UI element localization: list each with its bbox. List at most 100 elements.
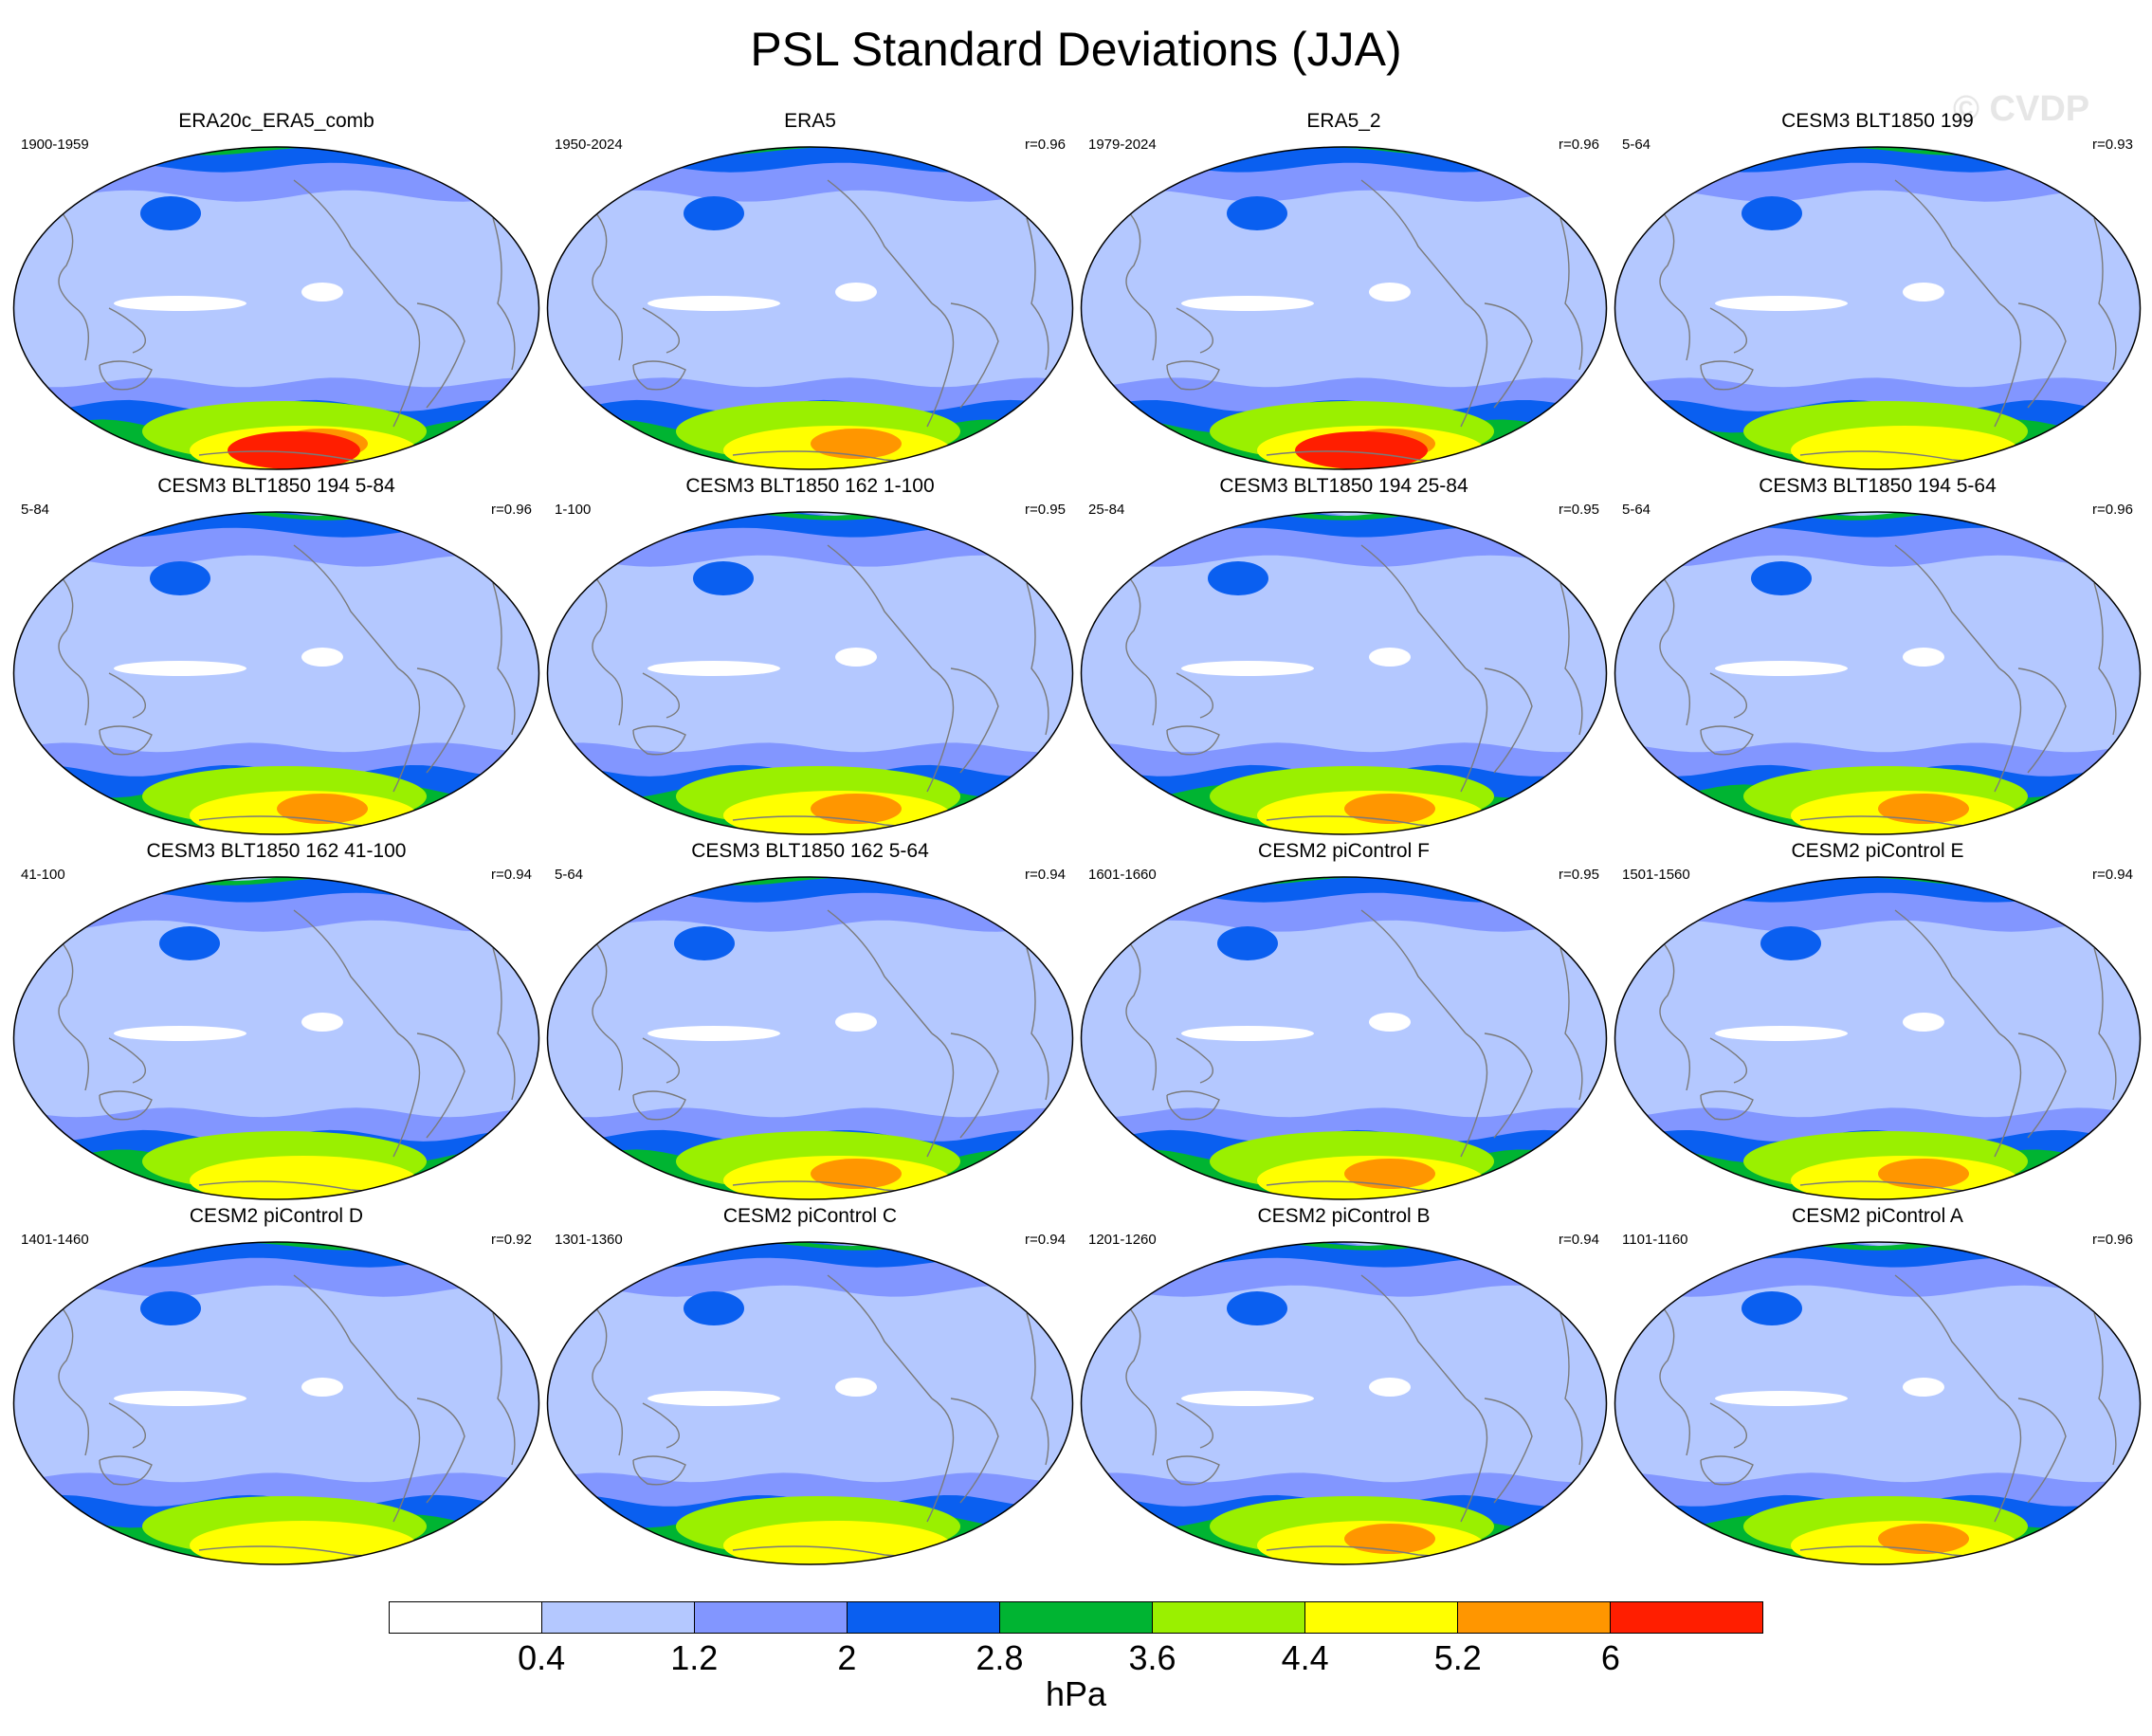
land-outline <box>950 1032 999 1139</box>
contour-fill <box>1742 1291 1802 1325</box>
panel-title: CESM2 piControl C <box>722 1205 898 1227</box>
land-outline <box>1709 1037 1747 1084</box>
colorbar-tick-label: 2 <box>837 1638 857 1677</box>
land-outline <box>416 667 465 774</box>
map-panel: ERA20c_ERA5_comb 1900-1959 <box>9 110 543 475</box>
map-border <box>546 1241 1074 1565</box>
panel-title: CESM3 BLT1850 162 1-100 <box>685 475 935 497</box>
land-outline <box>632 1090 686 1121</box>
contour-fill <box>1903 1013 1944 1032</box>
colorbar-tick-label: 4.4 <box>1281 1638 1329 1677</box>
map-border <box>1614 1241 2142 1565</box>
world-map <box>546 876 1074 1200</box>
land-outline <box>1484 1032 1533 1139</box>
map-panel: CESM3 BLT1850 162 1-100 1-100 r=0.95 <box>543 475 1077 840</box>
panel-year-range: 5-64 <box>1622 137 1651 153</box>
panel-pattern-correlation: r=0.94 <box>1025 867 1066 883</box>
panel-title: CESM3 BLT1850 162 41-100 <box>146 840 407 862</box>
land-outline <box>2093 217 2117 371</box>
contour-fill <box>1181 1026 1314 1041</box>
land-outline <box>1648 1293 1690 1456</box>
land-outline <box>2017 667 2067 774</box>
panel-year-range: 1-100 <box>555 502 592 518</box>
contour-fill <box>1878 1159 1969 1189</box>
colorbar-units: hPa <box>1045 1674 1107 1713</box>
land-outline <box>99 1090 153 1121</box>
land-outline <box>99 1455 153 1486</box>
land-outline <box>1648 928 1690 1091</box>
land-outline <box>580 1293 623 1456</box>
colorbar-labels: 0.4 1.2 2 2.8 3.6 4.4 5.2 6 <box>389 1637 1763 1679</box>
land-outline <box>1360 179 1467 304</box>
contour-fill <box>1369 648 1411 667</box>
colorbar-swatch <box>1458 1602 1611 1633</box>
land-outline <box>827 909 933 1034</box>
map-border <box>546 511 1074 835</box>
map-border <box>12 876 540 1200</box>
land-outline <box>827 1274 933 1399</box>
map-panel: CESM2 piControl A 1101-1160 r=0.96 <box>1611 1205 2144 1570</box>
world-map <box>546 146 1074 470</box>
contour-fill <box>1715 1026 1848 1041</box>
contour-fill <box>159 926 220 960</box>
land-outline <box>46 928 89 1091</box>
contour-fill <box>1295 431 1428 469</box>
land-outline <box>1559 217 1583 371</box>
page-title: PSL Standard Deviations (JJA) <box>750 23 1402 76</box>
land-outline <box>46 198 89 361</box>
world-map <box>12 1241 540 1565</box>
panel-pattern-correlation: r=0.96 <box>2092 502 2133 518</box>
colorbar-tick-label: 6 <box>1600 1638 1620 1677</box>
land-outline <box>293 1274 399 1399</box>
map-border <box>1080 1241 1608 1565</box>
panel-title: CESM2 piControl B <box>1257 1205 1431 1227</box>
contour-fill <box>1227 1291 1287 1325</box>
contour-fill <box>1751 561 1812 595</box>
map-border <box>546 876 1074 1200</box>
panel-title: CESM3 BLT1850 199 <box>1781 110 1974 132</box>
world-map <box>1614 876 2142 1200</box>
land-outline <box>1484 302 1533 409</box>
land-outline <box>392 1032 421 1158</box>
land-outline <box>1176 307 1213 354</box>
contour-fill <box>1217 926 1278 960</box>
land-outline <box>1994 1032 2022 1158</box>
colorbar-swatch <box>542 1602 695 1633</box>
land-outline <box>1894 1274 2000 1399</box>
land-outline <box>2093 947 2117 1101</box>
panel-title: ERA20c_ERA5_comb <box>178 110 374 132</box>
panel-title: CESM2 piControl A <box>1792 1205 1963 1227</box>
land-outline <box>293 544 399 669</box>
contour-fill <box>1903 1378 1944 1397</box>
world-map <box>1080 1241 1608 1565</box>
colorbar-swatch <box>848 1602 1000 1633</box>
map-border <box>12 511 540 835</box>
panel-pattern-correlation: r=0.94 <box>491 867 532 883</box>
panel-pattern-correlation: r=0.95 <box>1025 502 1066 518</box>
land-outline <box>392 1398 421 1523</box>
land-outline <box>1360 544 1467 669</box>
map-panel: CESM2 piControl D 1401-1460 r=0.92 <box>9 1205 543 1570</box>
contour-fill <box>684 1291 744 1325</box>
map-border <box>1614 876 2142 1200</box>
contour-fill <box>835 648 877 667</box>
world-map <box>12 876 540 1200</box>
contour-fill <box>674 926 735 960</box>
land-outline <box>492 582 516 736</box>
land-outline <box>1484 667 1533 774</box>
land-outline <box>99 725 153 756</box>
map-border <box>546 146 1074 470</box>
contour-fill <box>150 561 210 595</box>
map-panel: CESM3 BLT1850 194 5-84 5-84 r=0.96 <box>9 475 543 840</box>
world-map <box>1080 876 1608 1200</box>
contour-fill <box>835 1013 877 1032</box>
contour-fill <box>114 661 246 676</box>
land-outline <box>2017 302 2067 409</box>
contour-fill <box>1715 661 1848 676</box>
land-outline <box>1026 582 1049 736</box>
contour-fill <box>1903 648 1944 667</box>
land-outline <box>580 563 623 726</box>
land-outline <box>950 667 999 774</box>
panel-title: ERA5 <box>784 110 836 132</box>
panel-pattern-correlation: r=0.93 <box>2092 137 2133 153</box>
